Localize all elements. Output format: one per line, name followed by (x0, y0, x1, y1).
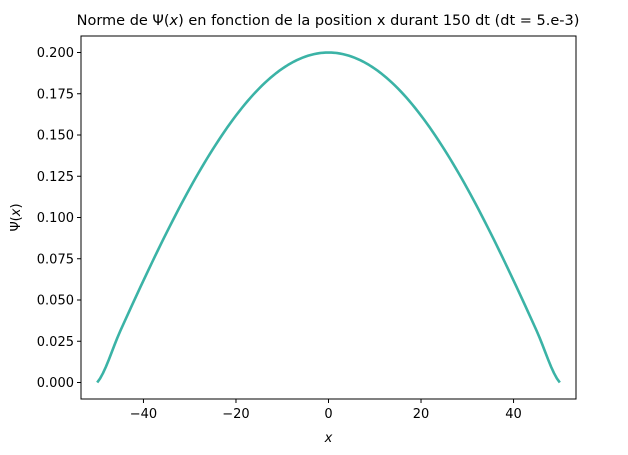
chart-title: Norme de Ψ(x) en fonction de la position… (77, 13, 580, 29)
y-tick-label: 0.175 (37, 87, 74, 102)
series-line (96, 51, 561, 384)
x-axis-label: x (324, 431, 333, 446)
x-tick-label: −40 (130, 407, 157, 422)
x-tick-label: 40 (505, 407, 522, 422)
x-tick-label: −20 (222, 407, 249, 422)
y-tick-label: 0.150 (37, 129, 74, 144)
y-axis-ticks: 0.000 0.025 0.050 0.075 0.100 0.125 0.150 0.175… (37, 46, 81, 391)
y-axis-label: Ψ(x) (9, 203, 24, 231)
y-tick-label: 0.125 (37, 170, 74, 185)
x-tick-label: 20 (413, 407, 430, 422)
plot-area (80, 35, 577, 400)
y-tick-label: 0.025 (37, 335, 74, 350)
y-tick-label: 0.000 (37, 376, 74, 391)
y-tick-label: 0.075 (37, 252, 74, 267)
y-tick-label: 0.050 (37, 294, 74, 309)
x-axis-ticks: −40 −20 0 20 40 (130, 399, 522, 422)
x-tick-label: 0 (324, 407, 332, 422)
y-tick-label: 0.100 (37, 211, 74, 226)
axes-frame (80, 35, 577, 400)
series-layer (96, 51, 561, 384)
y-tick-label: 0.200 (37, 46, 74, 61)
